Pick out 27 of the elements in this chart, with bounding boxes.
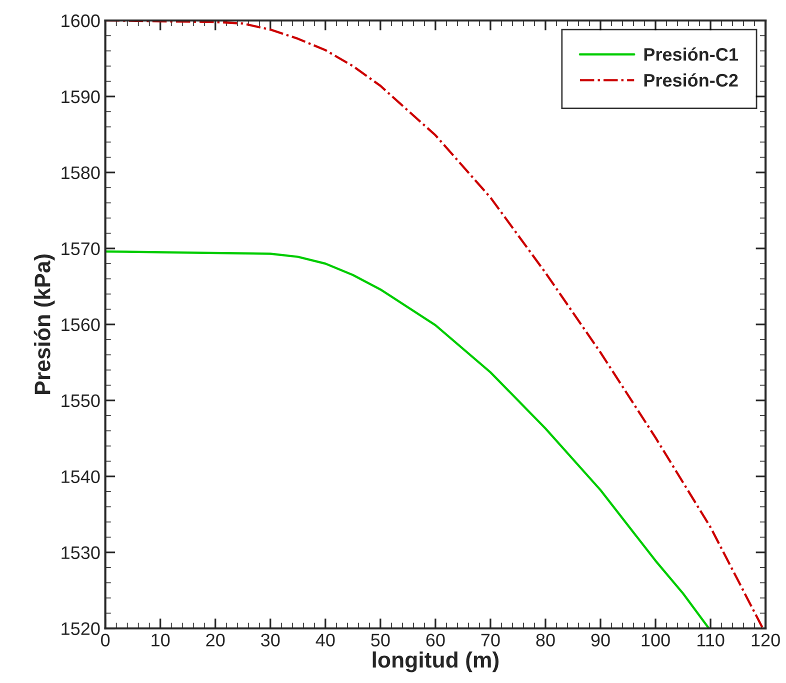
- x-tick-label: 110: [698, 634, 724, 646]
- y-axis-title: Presión (kPa): [34, 254, 55, 394]
- x-axis-title: longitud (m): [372, 651, 499, 672]
- legend-label: Presión-C1: [644, 47, 738, 61]
- y-tick-label: 1540: [62, 470, 100, 484]
- y-tick-label: 1590: [62, 90, 100, 104]
- legend-label: Presión-C2: [644, 73, 738, 87]
- y-tick-label: 1560: [62, 318, 100, 332]
- y-tick-label: 1570: [62, 242, 100, 256]
- x-tick-label: 20: [206, 634, 225, 646]
- y-tick-label: 1550: [62, 394, 100, 408]
- x-tick-label: 60: [426, 634, 445, 646]
- x-tick-label: 100: [642, 634, 670, 646]
- line-series: [105, 250, 710, 628]
- x-tick-label: 40: [316, 634, 335, 646]
- x-tick-label: 50: [371, 634, 390, 646]
- x-tick-label: 90: [591, 634, 610, 646]
- x-tick-label: 120: [752, 634, 780, 646]
- y-tick-label: 1520: [62, 622, 100, 636]
- x-tick-label: 30: [261, 634, 280, 646]
- x-tick-label: 70: [481, 634, 500, 646]
- x-tick-label: 0: [101, 634, 110, 646]
- x-tick-label: 10: [152, 634, 170, 646]
- y-tick-label: 1600: [62, 14, 100, 28]
- x-tick-label: 80: [536, 634, 555, 646]
- y-tick-label: 1530: [62, 546, 100, 560]
- y-tick-label: 1580: [62, 166, 100, 180]
